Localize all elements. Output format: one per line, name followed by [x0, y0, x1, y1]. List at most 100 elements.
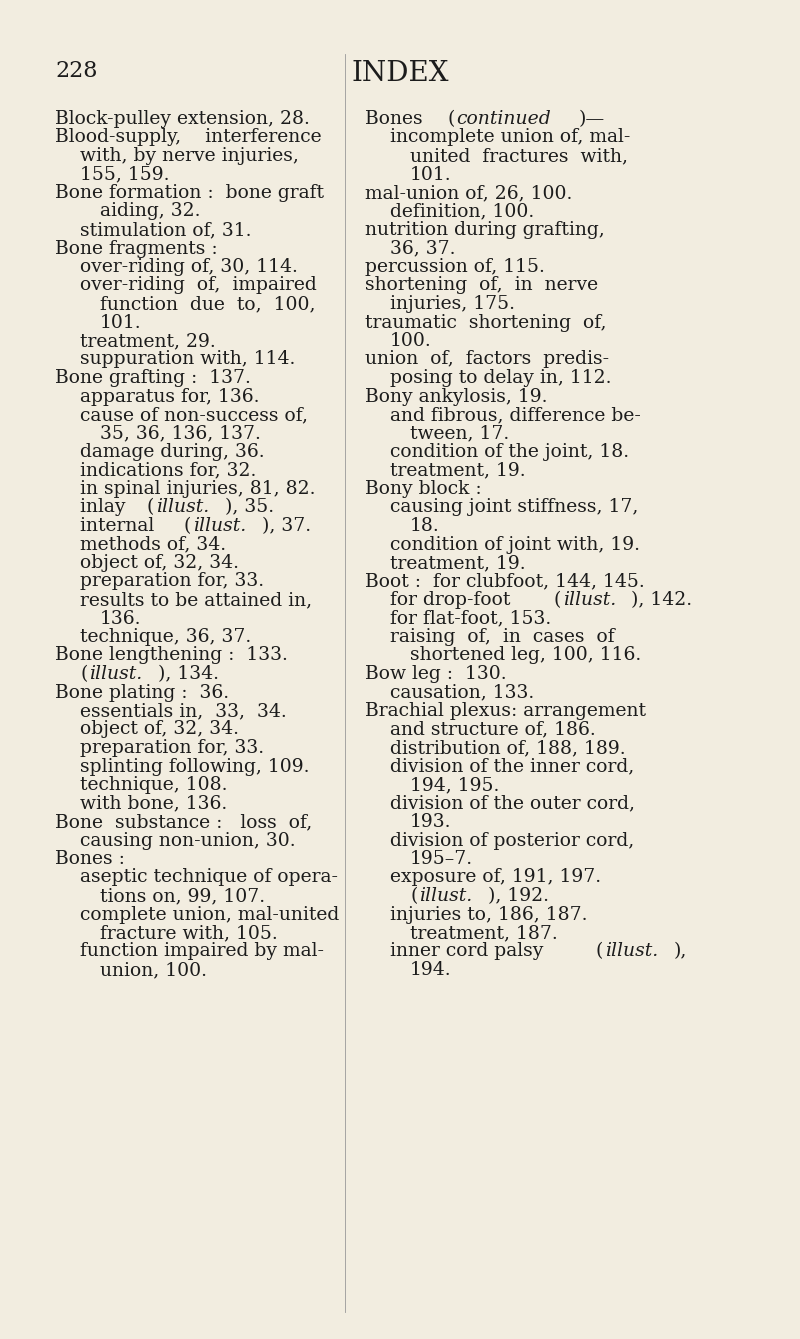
Text: percussion of, 115.: percussion of, 115. [365, 258, 545, 276]
Text: and structure of, 186.: and structure of, 186. [390, 720, 596, 739]
Text: tions on, 99, 107.: tions on, 99, 107. [100, 886, 265, 905]
Text: continued: continued [457, 110, 551, 129]
Text: complete union, mal-united: complete union, mal-united [80, 905, 339, 924]
Text: Boot :  for clubfoot, 144, 145.: Boot : for clubfoot, 144, 145. [365, 573, 645, 590]
Text: mal-union of, 26, 100.: mal-union of, 26, 100. [365, 183, 572, 202]
Text: shortened leg, 100, 116.: shortened leg, 100, 116. [410, 647, 642, 664]
Text: treatment, 19.: treatment, 19. [390, 554, 526, 572]
Text: inner cord palsy: inner cord palsy [390, 943, 550, 960]
Text: distribution of, 188, 189.: distribution of, 188, 189. [390, 739, 626, 757]
Text: over-riding of, 30, 114.: over-riding of, 30, 114. [80, 258, 298, 276]
Text: treatment, 29.: treatment, 29. [80, 332, 216, 349]
Text: 228: 228 [55, 60, 98, 82]
Text: suppuration with, 114.: suppuration with, 114. [80, 351, 295, 368]
Text: function  due  to,  100,: function due to, 100, [100, 295, 315, 313]
Text: tween, 17.: tween, 17. [410, 424, 510, 442]
Text: definition, 100.: definition, 100. [390, 202, 534, 221]
Text: INDEX: INDEX [351, 60, 449, 87]
Text: 100.: 100. [390, 332, 432, 349]
Text: condition of the joint, 18.: condition of the joint, 18. [390, 443, 629, 461]
Text: 36, 37.: 36, 37. [390, 240, 455, 257]
Text: condition of joint with, 19.: condition of joint with, 19. [390, 536, 640, 553]
Text: essentials in,  33,  34.: essentials in, 33, 34. [80, 702, 286, 720]
Text: preparation for, 33.: preparation for, 33. [80, 739, 264, 757]
Text: fracture with, 105.: fracture with, 105. [100, 924, 278, 943]
Text: illust.: illust. [562, 590, 616, 609]
Text: causing joint stiffness, 17,: causing joint stiffness, 17, [390, 498, 638, 517]
Text: 101.: 101. [410, 166, 452, 183]
Text: (: ( [553, 590, 561, 609]
Text: over-riding  of,  impaired: over-riding of, impaired [80, 276, 317, 295]
Text: Bone formation :  bone graft: Bone formation : bone graft [55, 183, 324, 202]
Text: damage during, 36.: damage during, 36. [80, 443, 265, 461]
Text: incomplete union of, mal-: incomplete union of, mal- [390, 129, 630, 146]
Text: ), 35.: ), 35. [225, 498, 274, 517]
Text: 195–7.: 195–7. [410, 850, 473, 868]
Text: division of the outer cord,: division of the outer cord, [390, 794, 635, 813]
Text: division of the inner cord,: division of the inner cord, [390, 758, 634, 775]
Text: injuries to, 186, 187.: injuries to, 186, 187. [390, 905, 587, 924]
Text: function impaired by mal-: function impaired by mal- [80, 943, 324, 960]
Text: causation, 133.: causation, 133. [390, 683, 534, 702]
Text: for flat-foot, 153.: for flat-foot, 153. [390, 609, 551, 628]
Text: for drop-foot: for drop-foot [390, 590, 516, 609]
Text: with, by nerve injuries,: with, by nerve injuries, [80, 147, 299, 165]
Text: Bone plating :  36.: Bone plating : 36. [55, 683, 229, 702]
Text: treatment, 187.: treatment, 187. [410, 924, 558, 943]
Text: (: ( [80, 665, 87, 683]
Text: aiding, 32.: aiding, 32. [100, 202, 201, 221]
Text: union  of,  factors  predis-: union of, factors predis- [365, 351, 609, 368]
Text: illust.: illust. [90, 665, 142, 683]
Text: object of, 32, 34.: object of, 32, 34. [80, 720, 239, 739]
Text: 194.: 194. [410, 961, 452, 979]
Text: (: ( [596, 943, 603, 960]
Text: 194, 195.: 194, 195. [410, 777, 499, 794]
Text: Bone fragments :: Bone fragments : [55, 240, 218, 257]
Text: shortening  of,  in  nerve: shortening of, in nerve [365, 276, 598, 295]
Text: nutrition during grafting,: nutrition during grafting, [365, 221, 605, 238]
Text: division of posterior cord,: division of posterior cord, [390, 832, 634, 849]
Text: (: ( [146, 498, 154, 517]
Text: injuries, 175.: injuries, 175. [390, 295, 515, 313]
Text: ), 37.: ), 37. [262, 517, 311, 536]
Text: united  fractures  with,: united fractures with, [410, 147, 628, 165]
Text: Brachial plexus: arrangement: Brachial plexus: arrangement [365, 702, 646, 720]
Text: methods of, 34.: methods of, 34. [80, 536, 226, 553]
Text: Block-pulley extension, 28.: Block-pulley extension, 28. [55, 110, 310, 129]
Text: ), 192.: ), 192. [488, 886, 550, 905]
Text: illust.: illust. [156, 498, 210, 517]
Text: Bone grafting :  137.: Bone grafting : 137. [55, 370, 251, 387]
Text: technique, 108.: technique, 108. [80, 777, 227, 794]
Text: illust.: illust. [419, 886, 473, 905]
Text: Blood-supply,    interference: Blood-supply, interference [55, 129, 322, 146]
Text: ), 142.: ), 142. [631, 590, 693, 609]
Text: illust.: illust. [193, 517, 246, 536]
Text: Bones: Bones [365, 110, 429, 129]
Text: preparation for, 33.: preparation for, 33. [80, 573, 264, 590]
Text: illust.: illust. [605, 943, 658, 960]
Text: 136.: 136. [100, 609, 142, 628]
Text: Bony block :: Bony block : [365, 479, 482, 498]
Text: Bow leg :  130.: Bow leg : 130. [365, 665, 506, 683]
Text: technique, 36, 37.: technique, 36, 37. [80, 628, 251, 645]
Text: (: ( [183, 517, 191, 536]
Text: results to be attained in,: results to be attained in, [80, 590, 312, 609]
Text: Bone  substance :   loss  of,: Bone substance : loss of, [55, 813, 312, 832]
Text: Bony ankylosis, 19.: Bony ankylosis, 19. [365, 387, 547, 406]
Text: apparatus for, 136.: apparatus for, 136. [80, 387, 259, 406]
Text: treatment, 19.: treatment, 19. [390, 462, 526, 479]
Text: object of, 32, 34.: object of, 32, 34. [80, 554, 239, 572]
Text: indications for, 32.: indications for, 32. [80, 462, 256, 479]
Text: causing non-union, 30.: causing non-union, 30. [80, 832, 296, 849]
Text: 18.: 18. [410, 517, 440, 536]
Text: exposure of, 191, 197.: exposure of, 191, 197. [390, 869, 601, 886]
Text: 155, 159.: 155, 159. [80, 166, 170, 183]
Text: in spinal injuries, 81, 82.: in spinal injuries, 81, 82. [80, 479, 315, 498]
Text: 101.: 101. [100, 313, 142, 332]
Text: raising  of,  in  cases  of: raising of, in cases of [390, 628, 614, 645]
Text: with bone, 136.: with bone, 136. [80, 794, 227, 813]
Text: union, 100.: union, 100. [100, 961, 207, 979]
Text: 35, 36, 136, 137.: 35, 36, 136, 137. [100, 424, 261, 442]
Text: and fibrous, difference be-: and fibrous, difference be- [390, 406, 641, 424]
Text: Bone lengthening :  133.: Bone lengthening : 133. [55, 647, 288, 664]
